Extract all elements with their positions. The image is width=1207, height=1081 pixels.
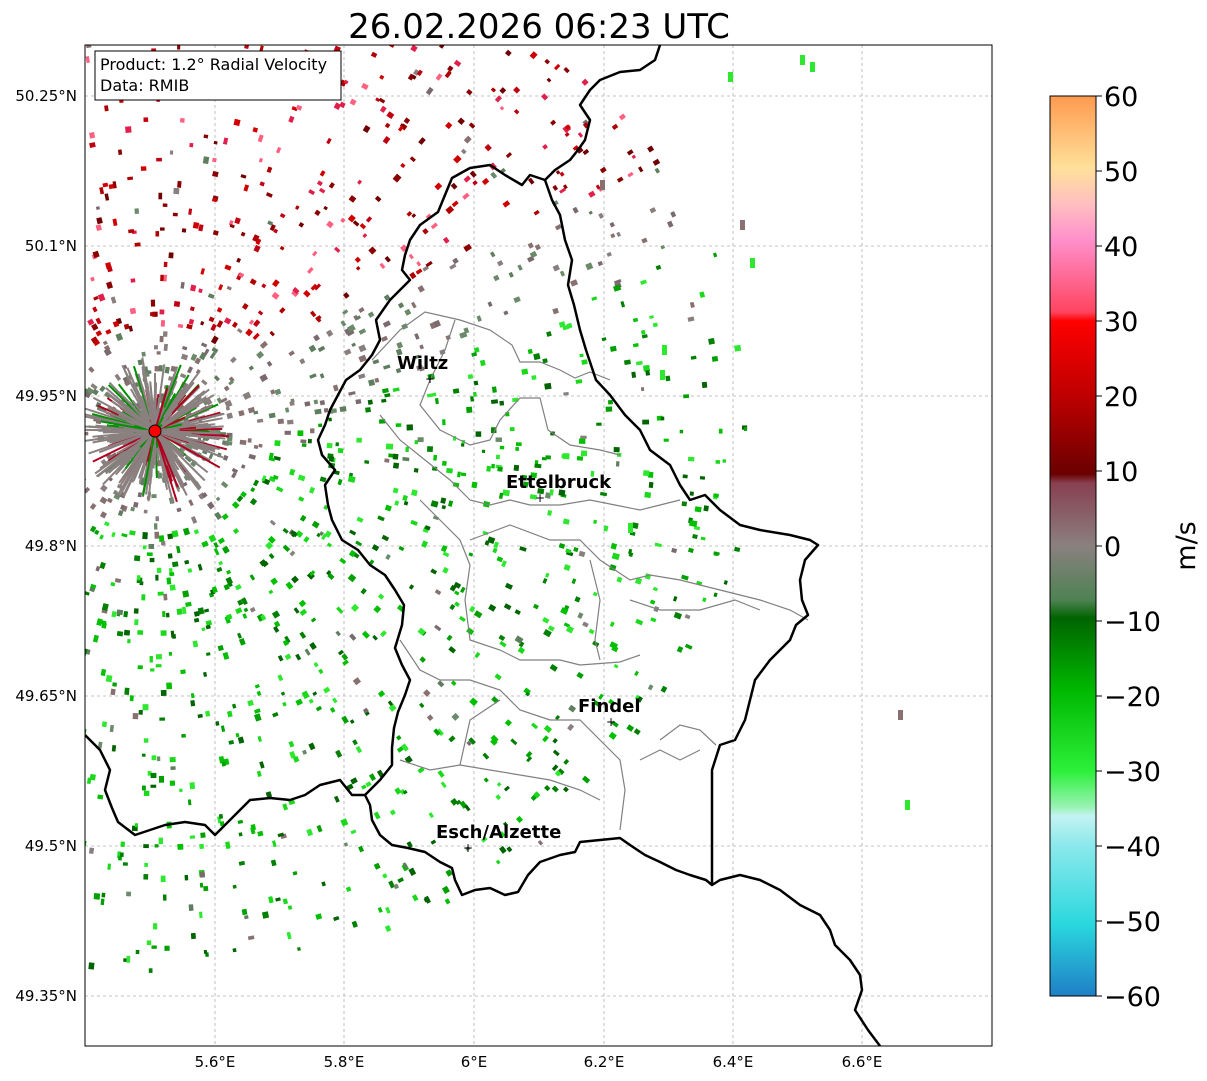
city-ettelbruck: Ettelbruck + [506,472,612,505]
colorbar: 60 50 40 30 20 10 0 −10 −20 −30 −40 −50 … [1049,82,1202,1013]
colorbar-tick-label: 50 [1104,157,1138,188]
lat-tick: 49.95°N [15,387,77,405]
canton-boundaries [371,311,809,831]
lat-tick: 50.25°N [15,87,77,105]
city-labels: Wiltz + Ettelbruck + Findel + Esch/Alzet… [397,353,641,855]
colorbar-tick-label: 60 [1104,82,1138,113]
lat-tick: 49.8°N [25,537,77,555]
colorbar-tick-label: −50 [1104,907,1161,938]
lat-tick: 49.5°N [25,837,77,855]
colorbar-tick-label: −10 [1104,607,1161,638]
colorbar-unit-label: m/s [1171,521,1202,570]
city-marker: + [463,841,473,855]
city-label: Esch/Alzette [436,822,561,843]
map-frame [84,44,993,1047]
city-marker: + [425,372,435,386]
lat-tick: 50.1°N [25,237,77,255]
info-box: Product: 1.2° Radial Velocity Data: RMIB [94,50,342,101]
map-area: Wiltz + Ettelbruck + Findel + Esch/Alzet… [84,44,993,1047]
colorbar-tick-label: 20 [1104,382,1138,413]
colorbar-tick-label: 0 [1104,532,1121,563]
city-label: Ettelbruck [506,472,612,493]
colorbar-tick-label: −20 [1104,682,1161,713]
colorbar-tick-label: −60 [1104,982,1161,1013]
colorbar-ramp [1049,95,1097,997]
city-esch-alzette: Esch/Alzette + [436,822,561,855]
map-title: 26.02.2026 06:23 UTC [348,7,730,47]
city-findel: Findel + [578,696,641,729]
country-borders [85,45,881,1046]
city-label: Findel [578,696,641,717]
product-label: Product: 1.2° Radial Velocity [100,55,327,74]
lat-tick: 49.65°N [15,687,77,705]
longitude-axis: 5.6°E 5.8°E 6°E 6.2°E 6.4°E 6.6°E [195,1053,883,1071]
lon-tick: 6.4°E [713,1053,754,1071]
colorbar-tick-label: −30 [1104,757,1161,788]
colorbar-tick-label: 30 [1104,307,1138,338]
radar-site-marker [148,424,162,438]
city-label: Wiltz [397,353,448,374]
lon-tick: 5.8°E [324,1053,365,1071]
lon-tick: 6.6°E [842,1053,883,1071]
lon-tick: 6°E [461,1053,488,1071]
colorbar-ticks [1096,95,1102,997]
data-source-label: Data: RMIB [100,76,189,95]
city-marker: + [535,491,545,505]
lon-tick: 5.6°E [195,1053,236,1071]
colorbar-tick-label: 40 [1104,232,1138,263]
lon-tick: 6.2°E [584,1053,625,1071]
city-marker: + [606,715,616,729]
lat-tick: 49.35°N [15,987,77,1005]
colorbar-tick-label: −40 [1104,832,1161,863]
city-wiltz: Wiltz + [397,353,448,386]
colorbar-tick-label: 10 [1104,457,1138,488]
latitude-axis: 50.25°N 50.1°N 49.95°N 49.8°N 49.65°N 49… [15,87,77,1005]
